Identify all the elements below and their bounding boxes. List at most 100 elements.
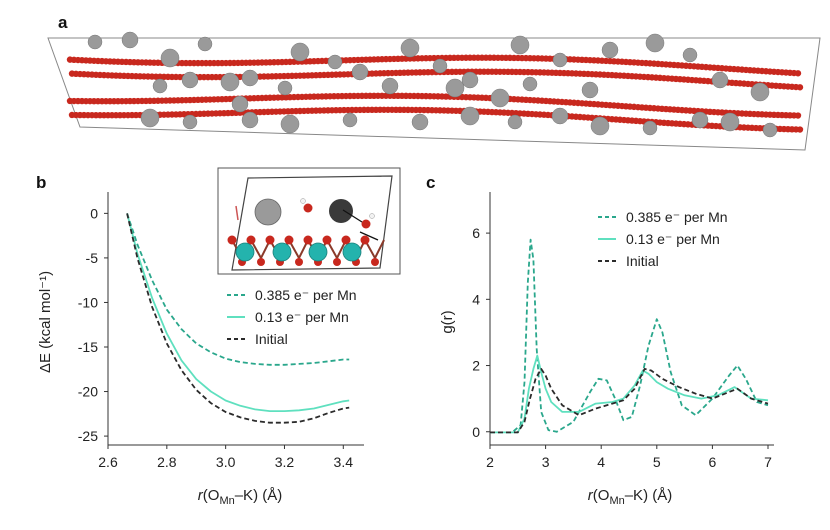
potassium-atom bbox=[121, 31, 139, 49]
legend-label-1: 0.13 e⁻ per Mn bbox=[626, 231, 720, 247]
x-tick-label: 3.0 bbox=[216, 454, 236, 470]
y-tick-label: -5 bbox=[86, 250, 99, 266]
series-line-1 bbox=[490, 354, 769, 434]
x-axis-title-part: (O bbox=[593, 487, 610, 504]
y-axis-title: g(r) bbox=[439, 310, 456, 333]
x-axis-title-part: Mn bbox=[609, 495, 624, 507]
mno2-layer-1 bbox=[66, 54, 804, 91]
oxygen-atom bbox=[303, 235, 313, 245]
water-hydrogen bbox=[300, 198, 306, 204]
chart-energy: 2.6 2.8 3.0 3.2 3.4 0 -5 -10 -15 -20 -25 0.385 e⁻ p… bbox=[37, 192, 364, 507]
legend-label-0: 0.385 e⁻ per Mn bbox=[255, 287, 357, 303]
x-axis-title-part: r bbox=[588, 487, 594, 504]
potassium-atom bbox=[461, 71, 479, 89]
oxygen-atom bbox=[796, 84, 804, 91]
panel-b-label: b bbox=[36, 173, 46, 192]
potassium-atom bbox=[601, 41, 619, 59]
oxygen-atom bbox=[333, 258, 341, 266]
potassium-atom bbox=[381, 77, 399, 95]
water-hydrogen bbox=[369, 213, 375, 219]
y-tick-label: -15 bbox=[78, 339, 98, 355]
potassium-atom bbox=[590, 116, 610, 136]
x-tick-label: 3.2 bbox=[275, 454, 295, 470]
potassium-atom bbox=[181, 71, 199, 89]
potassium-atom bbox=[762, 122, 778, 138]
oxygen-atom bbox=[794, 70, 802, 77]
y-tick-label: -20 bbox=[78, 384, 98, 400]
water-oxygen bbox=[303, 203, 313, 213]
legend-label-1: 0.13 e⁻ per Mn bbox=[255, 309, 349, 325]
water-oxygen bbox=[361, 219, 371, 229]
y-tick-label: 0 bbox=[90, 205, 98, 221]
inset-structure bbox=[217, 167, 401, 275]
potassium-atom bbox=[682, 47, 698, 63]
x-axis-title: r(OMn–K) (Å) bbox=[588, 487, 672, 507]
y-tick-label: 2 bbox=[472, 358, 480, 374]
inset-cell bbox=[231, 175, 393, 271]
potassium-atom bbox=[290, 42, 310, 62]
potassium-atom bbox=[231, 95, 249, 113]
potassium-atom bbox=[711, 71, 729, 89]
potassium-atom bbox=[691, 111, 709, 129]
oxygen-atom bbox=[295, 258, 303, 266]
potassium-atom bbox=[445, 78, 465, 98]
potassium-atom bbox=[510, 35, 530, 55]
oxygen-atom bbox=[246, 235, 256, 245]
series-line-1 bbox=[126, 213, 350, 412]
y-tick-label: -10 bbox=[78, 294, 98, 310]
x-axis-title-part: –K) (Å) bbox=[235, 487, 283, 504]
potassium-atom bbox=[277, 80, 293, 96]
potassium-atom bbox=[280, 114, 300, 134]
y-tick-label: -25 bbox=[78, 428, 98, 444]
distance-arrow bbox=[342, 209, 363, 223]
potassium-atom bbox=[152, 78, 168, 94]
manganese-atom bbox=[235, 242, 255, 262]
potassium-atom bbox=[327, 54, 343, 70]
potassium-atom-tracked bbox=[329, 199, 353, 223]
potassium-atom bbox=[241, 69, 259, 87]
potassium-atom bbox=[460, 106, 480, 126]
x-tick-label: 4 bbox=[597, 454, 605, 470]
x-tick-label: 6 bbox=[709, 454, 717, 470]
potassium-atom bbox=[140, 108, 160, 128]
x-tick-label: 2.6 bbox=[98, 454, 118, 470]
bond bbox=[374, 239, 385, 259]
x-axis-title: r(OMn–K) (Å) bbox=[198, 487, 282, 507]
panel-a-label: a bbox=[58, 13, 68, 32]
water-fragment bbox=[235, 205, 239, 221]
oxygen-atom bbox=[257, 258, 265, 266]
potassium-atom bbox=[351, 63, 369, 81]
oxygen-atom bbox=[371, 258, 379, 266]
potassium-atom bbox=[241, 111, 259, 129]
x-tick-label: 2 bbox=[486, 454, 494, 470]
legend-label-2: Initial bbox=[255, 331, 288, 347]
potassium-atom bbox=[551, 107, 569, 125]
potassium-atom bbox=[342, 112, 358, 128]
potassium-atom bbox=[522, 76, 538, 92]
oxygen-atom bbox=[227, 235, 237, 245]
mno2-layer-2 bbox=[66, 92, 804, 133]
series-line-0 bbox=[126, 213, 350, 366]
y-tick-label: 4 bbox=[472, 291, 480, 307]
potassium-atom bbox=[197, 36, 213, 52]
oxygen-atom bbox=[360, 235, 370, 245]
series-line-2 bbox=[126, 213, 350, 424]
oxygen-atom bbox=[265, 235, 275, 245]
potassium-atom bbox=[507, 114, 523, 130]
series-line-2 bbox=[490, 368, 769, 434]
x-tick-label: 2.8 bbox=[157, 454, 177, 470]
potassium-atom bbox=[750, 82, 770, 102]
cell-outline bbox=[47, 37, 821, 151]
potassium-atom bbox=[411, 113, 429, 131]
x-axis-title-part: –K) (Å) bbox=[625, 487, 673, 504]
potassium-atom bbox=[160, 48, 180, 68]
x-tick-label: 3 bbox=[542, 454, 550, 470]
y-axis-title: ΔE (kcal mol⁻¹) bbox=[37, 271, 54, 373]
potassium-atom bbox=[182, 114, 198, 130]
oxygen-atom bbox=[794, 112, 802, 119]
potassium-atom bbox=[432, 58, 448, 74]
manganese-atom bbox=[308, 242, 328, 262]
potassium-atom bbox=[87, 34, 103, 50]
